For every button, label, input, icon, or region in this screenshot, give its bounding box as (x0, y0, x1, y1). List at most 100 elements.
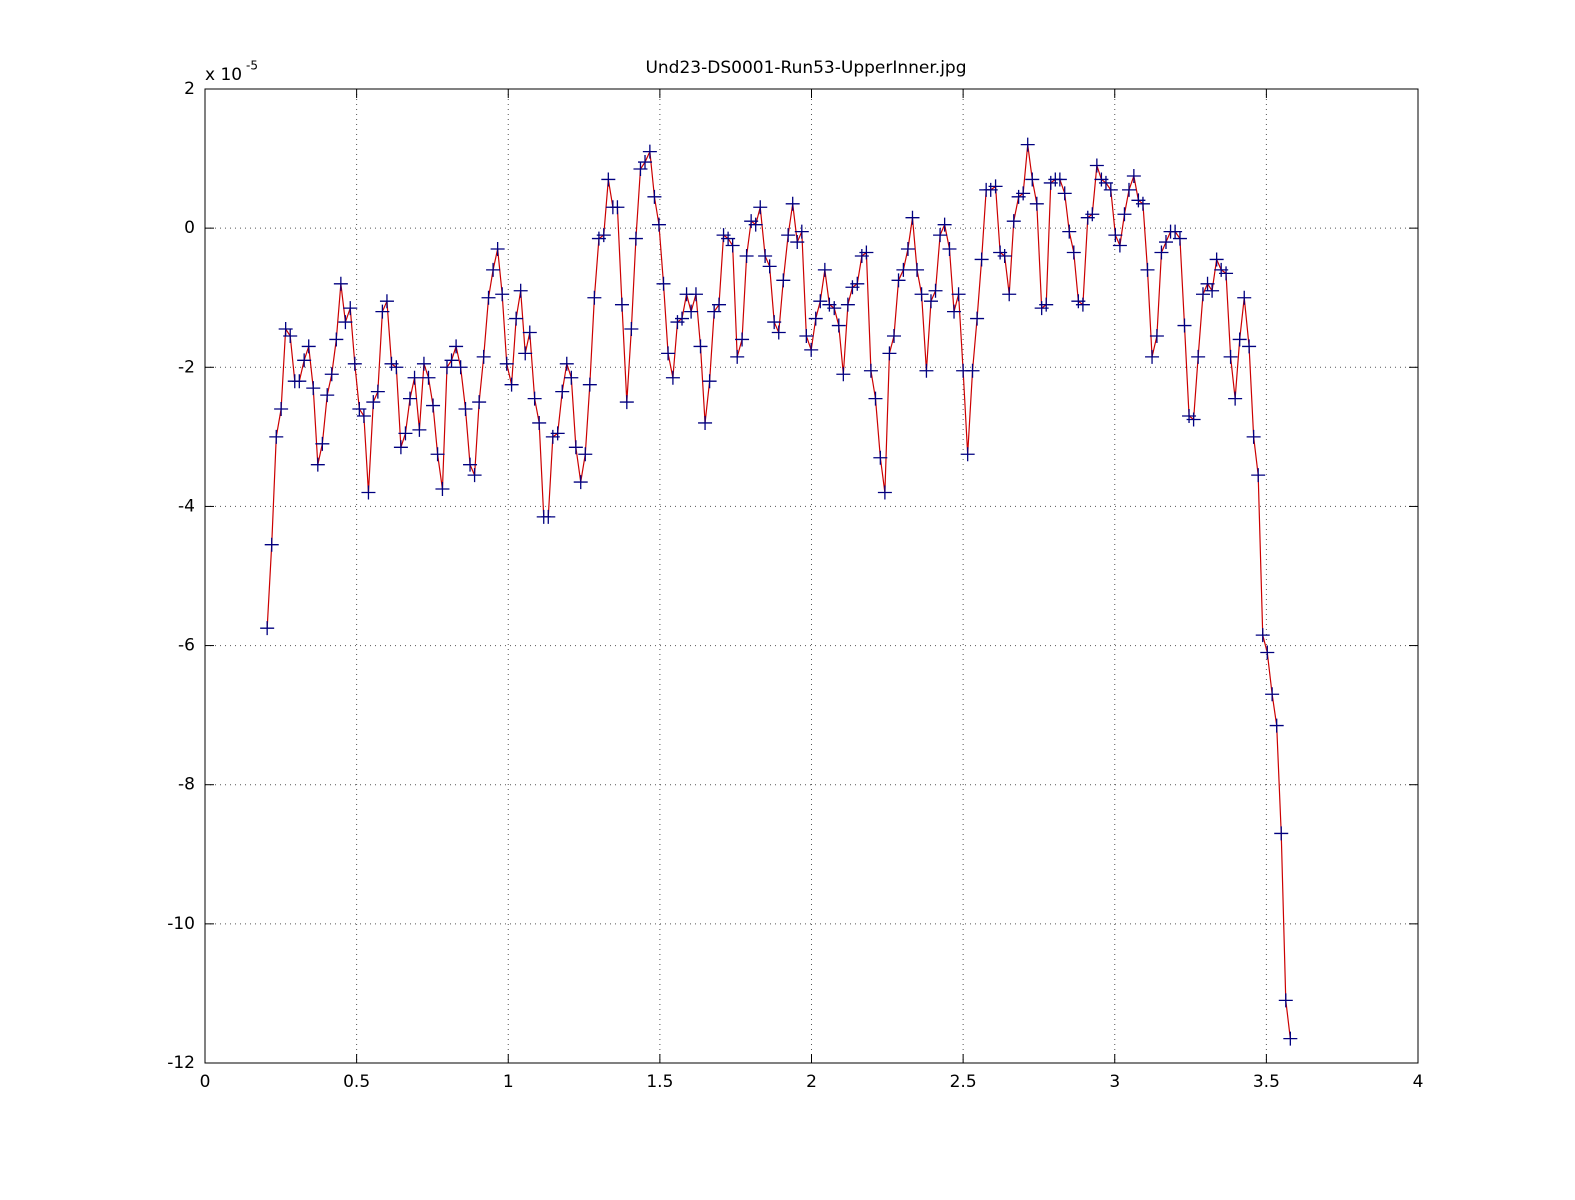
data-marker (310, 457, 325, 472)
data-marker (1205, 283, 1220, 298)
data-marker (587, 290, 602, 305)
data-marker (596, 228, 611, 243)
data-marker (868, 391, 883, 406)
data-marker (463, 457, 478, 472)
data-marker (481, 290, 496, 305)
data-marker (1089, 158, 1104, 173)
data-marker (269, 429, 284, 444)
data-marker (781, 228, 796, 243)
data-marker (933, 228, 948, 243)
data-marker (1283, 1031, 1298, 1046)
data-marker (1269, 718, 1284, 733)
data-marker (919, 363, 934, 378)
y-tick-label: -2 (178, 357, 195, 377)
data-marker (1029, 196, 1044, 211)
data-marker (1140, 262, 1155, 277)
data-marker (333, 276, 348, 291)
data-marker (748, 217, 763, 232)
data-marker (416, 356, 431, 371)
data-marker (859, 245, 874, 260)
data-marker (1112, 238, 1127, 253)
data-marker (453, 360, 468, 375)
data-marker (1020, 137, 1035, 152)
data-marker (315, 436, 330, 451)
data-marker (1039, 297, 1054, 312)
data-marker (739, 248, 754, 263)
x-tick-label: 4 (1413, 1072, 1424, 1092)
data-marker (555, 384, 570, 399)
data-marker (1066, 245, 1081, 260)
data-marker (1135, 196, 1150, 211)
data-marker (444, 353, 459, 368)
data-marker (836, 367, 851, 382)
data-marker (1057, 186, 1072, 201)
data-marker (799, 328, 814, 343)
data-marker (808, 311, 823, 326)
data-marker (647, 189, 662, 204)
y-tick-label: -10 (167, 914, 195, 934)
data-marker (1223, 349, 1238, 364)
data-marker (776, 273, 791, 288)
x-tick-label: 1 (503, 1072, 514, 1092)
data-marker (988, 179, 1003, 194)
data-marker (970, 311, 985, 326)
data-marker (1075, 297, 1090, 312)
data-marker (1228, 391, 1243, 406)
data-marker (518, 346, 533, 361)
data-marker (467, 468, 482, 483)
data-marker (1145, 349, 1160, 364)
data-marker (356, 408, 371, 423)
data-marker (698, 415, 713, 430)
data-marker (559, 356, 574, 371)
data-marker (702, 374, 717, 389)
data-marker (817, 262, 832, 277)
data-marker (850, 276, 865, 291)
data-marker (324, 367, 339, 382)
data-marker (582, 377, 597, 392)
y-tick-label: -6 (178, 636, 195, 656)
y-multiplier: x 10 (205, 65, 242, 85)
data-marker (614, 297, 629, 312)
data-marker (831, 318, 846, 333)
data-marker (947, 304, 962, 319)
data-marker (1191, 349, 1206, 364)
x-tick-label: 2.5 (950, 1072, 977, 1092)
data-marker (1122, 182, 1136, 197)
data-marker (665, 370, 680, 385)
data-marker (1103, 182, 1118, 197)
data-marker (412, 422, 427, 437)
data-marker (804, 342, 819, 357)
data-marker (974, 252, 989, 267)
data-marker (1002, 287, 1017, 302)
data-marker (398, 426, 413, 441)
data-marker (1006, 214, 1021, 229)
data-marker (527, 391, 542, 406)
data-marker (628, 231, 643, 246)
data-marker (601, 172, 616, 187)
data-marker (651, 217, 666, 232)
data-marker (1159, 235, 1173, 250)
data-marker (1149, 328, 1164, 343)
data-marker (762, 259, 777, 274)
data-marker (794, 224, 809, 239)
data-marker (863, 363, 878, 378)
data-marker (827, 301, 842, 316)
data-marker (320, 388, 335, 403)
data-marker (522, 325, 537, 340)
data-marker (1232, 332, 1247, 347)
data-marker (1255, 628, 1270, 643)
data-marker (264, 537, 279, 552)
data-marker (923, 294, 938, 309)
y-tick-label: -4 (178, 496, 195, 516)
data-marker (361, 485, 376, 500)
data-marker (905, 210, 920, 225)
data-marker (1177, 318, 1192, 333)
data-marker (642, 144, 657, 159)
data-marker (753, 200, 768, 215)
data-marker (379, 294, 394, 309)
data-marker (1219, 266, 1234, 281)
data-marker (490, 242, 505, 257)
data-marker (292, 374, 307, 389)
x-tick-label: 2 (806, 1072, 817, 1092)
x-tick-label: 3 (1109, 1072, 1120, 1092)
